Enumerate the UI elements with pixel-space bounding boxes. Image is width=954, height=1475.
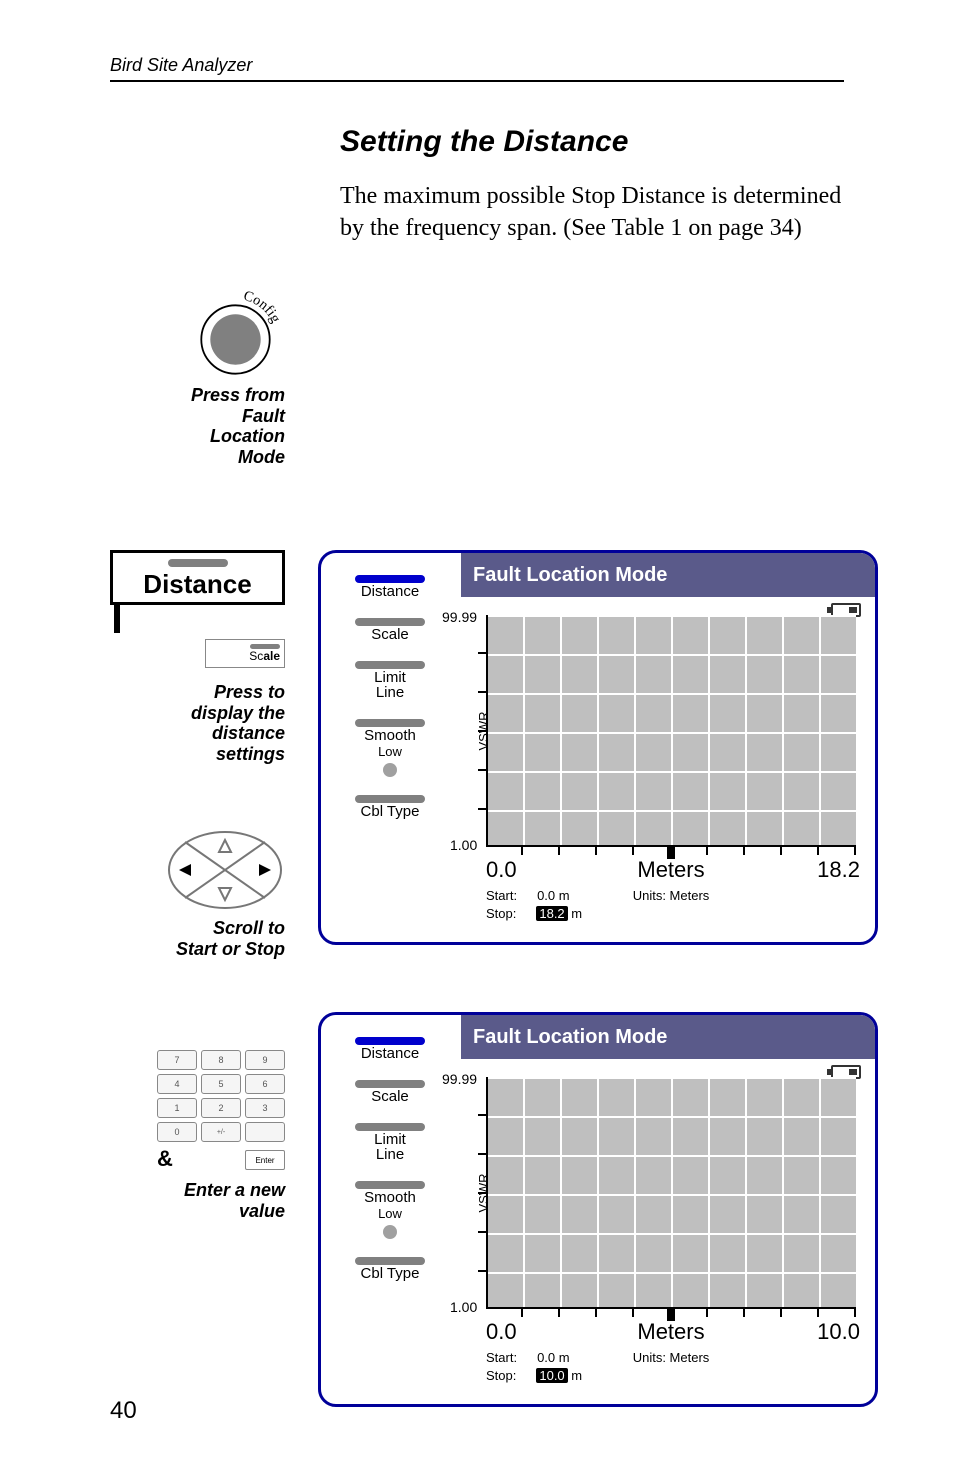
screen1-title: Fault Location Mode [461,553,875,597]
menu-limit[interactable]: LimitLine [331,1123,449,1164]
distance-label: Distance [143,569,251,600]
menu-cbltype[interactable]: Cbl Type [331,1257,449,1282]
page-number: 40 [110,1397,137,1425]
key-8[interactable]: 8 [201,1050,241,1070]
key-3[interactable]: 3 [245,1098,285,1118]
page-header: Bird Site Analyzer [110,55,844,82]
distance-button-block: Distance Scale Press todisplay thedistan… [110,550,285,765]
stop-row: Stop: 18.2 m [486,906,582,921]
start-row: Start: 0.0 m [486,888,570,903]
key-5[interactable]: 5 [201,1074,241,1094]
x-right: 10.0 [817,1319,860,1345]
units-label: Units: Meters [633,888,710,903]
y-bot: 1.00 [450,837,477,853]
key-blank[interactable] [245,1122,285,1142]
menu-distance[interactable]: Distance [331,1037,449,1062]
key-4[interactable]: 4 [157,1074,197,1094]
screen1-chart: 99.99 1.00 VSWR 0.0 Meters 18.2 Start: 0… [486,615,856,847]
y-label: VSWR [476,1174,491,1213]
menu-scale[interactable]: Scale [331,1080,449,1105]
grid [486,1077,856,1309]
menu-limit[interactable]: LimitLine [331,661,449,702]
section-title: Setting the Distance [340,125,628,159]
x-mid: Meters [637,1319,704,1345]
key-pm[interactable]: +/- [201,1122,241,1142]
config-knob-caption: Press fromFaultLocationMode [110,385,285,468]
config-knob-icon: Config [195,290,285,380]
screen-1: Fault Location Mode Distance Scale Limit… [318,550,878,945]
smooth-dot-icon [383,763,397,777]
menu-cbltype[interactable]: Cbl Type [331,795,449,820]
keypad-caption: Enter a newvalue [184,1180,285,1221]
y-bot: 1.00 [450,1299,477,1315]
x-right: 18.2 [817,857,860,883]
arrows-block: Scroll toStart or Stop [110,830,285,959]
key-6[interactable]: 6 [245,1074,285,1094]
keypad[interactable]: 7 8 9 4 5 6 1 2 3 0 +/- [157,1050,285,1142]
config-knob-block: Config Press fromFaultLocationMode [110,290,285,468]
ampersand: & [157,1146,173,1172]
screen2-menu: Distance Scale LimitLine SmoothLow Cbl T… [331,1037,449,1282]
body-text: The maximum possible Stop Distance is de… [340,180,864,245]
smooth-dot-icon [383,1225,397,1239]
menu-distance[interactable]: Distance [331,575,449,600]
screen1-menu: Distance Scale LimitLine SmoothLow Cbl T… [331,575,449,820]
stop-row: Stop: 10.0 m [486,1368,582,1383]
arrows-caption: Scroll toStart or Stop [176,918,285,959]
key-7[interactable]: 7 [157,1050,197,1070]
y-top: 99.99 [442,1071,477,1087]
key-enter[interactable]: Enter [245,1150,285,1170]
y-top: 99.99 [442,609,477,625]
screen2-chart: 99.99 1.00 VSWR 0.0 Meters 10.0 Start: 0… [486,1077,856,1309]
start-row: Start: 0.0 m [486,1350,570,1365]
menu-smooth[interactable]: SmoothLow [331,1181,449,1239]
x-left: 0.0 [486,1319,517,1345]
key-0[interactable]: 0 [157,1122,197,1142]
units-label: Units: Meters [633,1350,710,1365]
distance-tab-icon [168,559,228,567]
x-mid: Meters [637,857,704,883]
distance-caption: Press todisplay thedistancesettings [110,682,285,765]
y-label: VSWR [476,712,491,751]
menu-smooth[interactable]: SmoothLow [331,719,449,777]
scale-button[interactable]: Scale [205,639,285,668]
key-2[interactable]: 2 [201,1098,241,1118]
scale-label: Scale [249,649,280,663]
key-1[interactable]: 1 [157,1098,197,1118]
screen-2: Fault Location Mode Distance Scale Limit… [318,1012,878,1407]
dpad-icon[interactable] [165,830,285,910]
x-left: 0.0 [486,857,517,883]
grid [486,615,856,847]
key-9[interactable]: 9 [245,1050,285,1070]
keypad-block: 7 8 9 4 5 6 1 2 3 0 +/- & Enter Enter a … [110,1050,285,1221]
menu-scale[interactable]: Scale [331,618,449,643]
distance-button[interactable]: Distance [110,550,285,605]
screen2-title: Fault Location Mode [461,1015,875,1059]
